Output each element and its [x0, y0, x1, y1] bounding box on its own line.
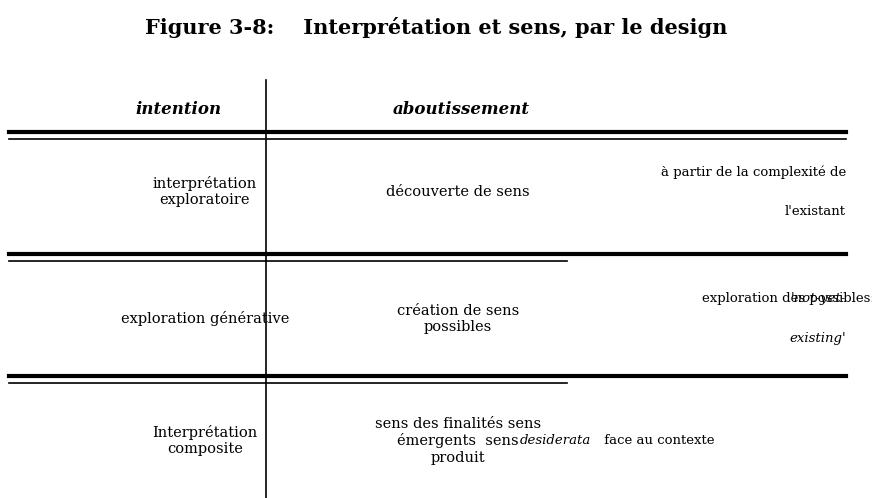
- Text: existing': existing': [789, 332, 846, 345]
- Text: aboutissement: aboutissement: [392, 101, 529, 118]
- Text: à partir de la complexité de: à partir de la complexité de: [661, 165, 846, 179]
- Text: Figure 3-8:    Interprétation et sens, par le design: Figure 3-8: Interprétation et sens, par …: [145, 17, 727, 38]
- Text: sens des finalités sens
émergents  sens
produit: sens des finalités sens émergents sens p…: [375, 417, 541, 465]
- Text: Interprétation
composite: Interprétation composite: [153, 425, 257, 456]
- Text: interprétation
exploratoire: interprétation exploratoire: [153, 176, 257, 207]
- Text: face au contexte: face au contexte: [599, 434, 714, 447]
- Text: desiderata: desiderata: [520, 434, 590, 447]
- Text: exploration générative: exploration générative: [120, 311, 290, 326]
- Text: 'not-yet-: 'not-yet-: [791, 292, 846, 305]
- Text: découverte de sens: découverte de sens: [386, 185, 529, 199]
- Text: intention: intention: [135, 101, 221, 118]
- Text: création de sens
possibles: création de sens possibles: [397, 304, 519, 334]
- Text: l'existant: l'existant: [785, 205, 846, 218]
- Text: exploration des possibles:: exploration des possibles:: [702, 292, 872, 305]
